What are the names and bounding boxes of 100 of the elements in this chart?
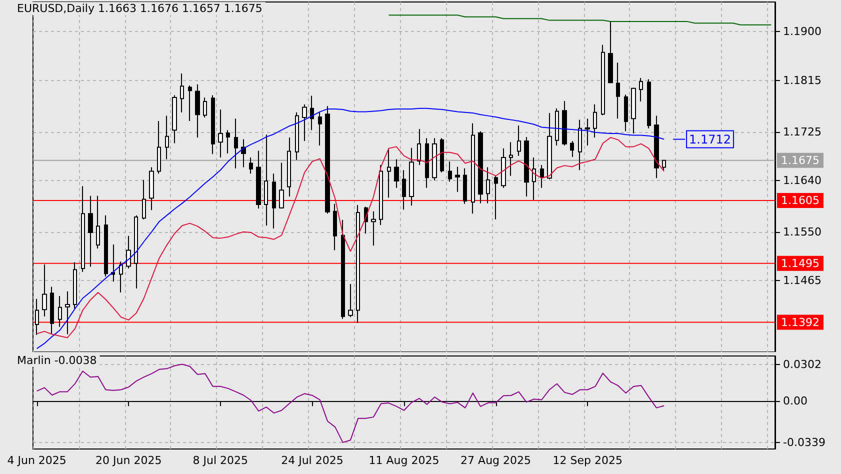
candlestick <box>65 290 70 335</box>
y-tick-label: 0.0302 <box>783 358 822 371</box>
candlestick <box>494 175 498 220</box>
ref-line-label: 1.1675 <box>781 154 820 167</box>
candlestick <box>524 136 529 197</box>
candlestick <box>570 140 574 158</box>
candlestick <box>333 203 337 251</box>
candlestick <box>501 148 506 188</box>
y-tick-label: 0.00 <box>783 394 808 408</box>
candlestick <box>394 158 399 188</box>
candlestick <box>562 100 567 146</box>
x-tick-label: 11 Aug 2025 <box>368 454 440 467</box>
candlestick <box>409 147 414 206</box>
candlestick <box>318 112 322 146</box>
candlestick <box>81 186 85 272</box>
candlestick <box>279 162 284 209</box>
line-series <box>36 108 665 350</box>
candlestick <box>310 95 314 131</box>
candlestick <box>226 130 230 154</box>
candlestick <box>264 134 268 226</box>
candlestick <box>455 166 460 192</box>
x-tick-label: 4 Jun 2025 <box>7 454 66 467</box>
candlestick <box>165 115 169 160</box>
candlestick <box>647 78 651 129</box>
candlestick <box>417 128 421 166</box>
y-tick-label: 1.1725 <box>783 125 822 138</box>
candlestick <box>203 97 207 118</box>
y-tick-label: 1.1465 <box>783 274 822 288</box>
line-series <box>36 364 665 443</box>
candlestick <box>172 94 177 144</box>
candlestick <box>517 125 521 156</box>
candlestick <box>302 104 307 142</box>
candlestick <box>341 219 345 320</box>
candlestick <box>402 170 406 210</box>
candlestick <box>639 78 643 102</box>
candlestick <box>486 166 490 204</box>
y-tick-label: 1.1550 <box>783 225 822 238</box>
candlestick <box>249 157 253 174</box>
y-tick-label: 1.1900 <box>783 25 822 38</box>
y-tick-label: 1.1640 <box>783 174 822 187</box>
candlestick <box>96 195 100 249</box>
candlestick <box>73 262 77 310</box>
candlestick <box>585 118 590 146</box>
candlestick <box>180 72 184 113</box>
candlestick <box>256 150 261 209</box>
candlestick <box>149 166 154 211</box>
candlestick <box>234 118 238 169</box>
candlestick <box>654 115 659 179</box>
candlestick <box>432 138 437 181</box>
x-tick-label: 27 Aug 2025 <box>460 454 532 467</box>
candlestick <box>58 295 62 328</box>
x-tick-label: 24 Jul 2025 <box>281 454 344 467</box>
candlestick <box>157 120 161 174</box>
candlestick <box>448 161 452 182</box>
annotation: 1.1712 <box>689 132 732 146</box>
candlestick <box>42 264 47 318</box>
candlestick <box>601 44 605 116</box>
candlestick <box>608 20 613 84</box>
candlestick <box>188 84 192 122</box>
candlestick <box>463 168 467 204</box>
candlestick <box>211 94 215 155</box>
candlestick <box>111 244 115 282</box>
candlestick <box>88 195 93 268</box>
candlestick <box>478 130 483 204</box>
x-tick-label: 8 Jul 2025 <box>192 454 248 467</box>
candlestick <box>104 214 108 278</box>
chart-title: Marlin -0.0038 <box>17 354 97 367</box>
candlestick <box>371 210 376 246</box>
line-series <box>36 137 665 338</box>
ref-line-label: 1.1605 <box>781 194 820 207</box>
candlestick <box>387 148 391 198</box>
candlestick <box>578 119 582 171</box>
candlestick <box>532 157 536 200</box>
candlestick <box>126 235 131 270</box>
candlestick <box>348 283 353 318</box>
y-tick-label: -0.0339 <box>783 436 826 449</box>
candlestick <box>425 138 429 188</box>
candlestick <box>555 108 559 146</box>
candlestick <box>379 164 383 226</box>
candlestick <box>287 137 291 197</box>
line-series <box>388 14 772 26</box>
candlestick <box>35 298 39 336</box>
candlestick <box>356 204 360 324</box>
ref-line-label: 1.1392 <box>781 316 820 329</box>
y-tick-label: 1.1815 <box>783 74 822 87</box>
candlestick <box>218 109 223 158</box>
candlestick <box>440 138 444 173</box>
candlestick <box>624 94 628 132</box>
candlestick <box>662 159 666 172</box>
x-tick-label: 20 Jun 2025 <box>96 454 162 467</box>
candlestick <box>134 214 138 290</box>
candlestick <box>142 179 146 220</box>
candlestick <box>195 84 200 138</box>
candlestick <box>119 261 123 294</box>
candlestick <box>631 87 636 134</box>
chart-title: EURUSD,Daily 1.1663 1.1676 1.1657 1.1675 <box>17 2 262 15</box>
candlestick <box>509 142 513 176</box>
candlestick <box>540 164 544 188</box>
candlestick <box>325 106 330 214</box>
candlestick <box>50 286 54 334</box>
